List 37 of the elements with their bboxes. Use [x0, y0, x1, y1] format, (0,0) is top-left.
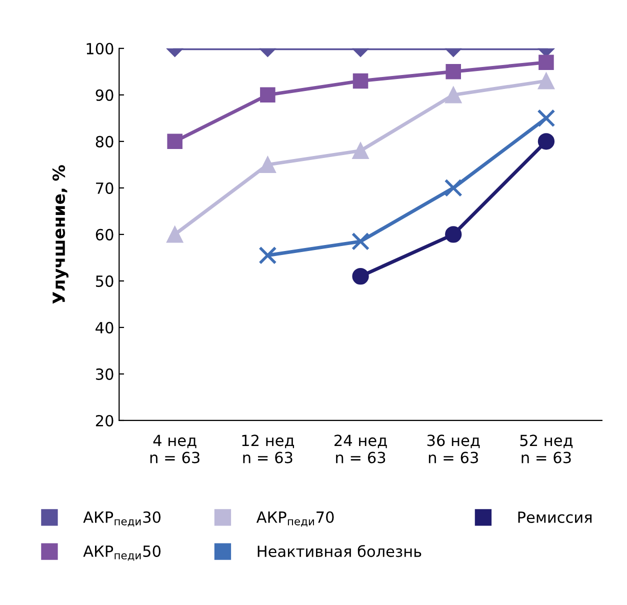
y-tick-label: 90	[96, 89, 114, 101]
point	[445, 86, 462, 104]
legend-label: Ремиссия	[518, 512, 592, 524]
y-axis-title: Улучшение, %	[52, 165, 68, 304]
legend-label: АКР$_{педи}$70	[256, 511, 334, 527]
y-tick-label: 80	[96, 136, 114, 148]
point	[352, 73, 368, 89]
point	[445, 226, 462, 243]
y-tick-label: 50	[96, 275, 114, 287]
y-tick-label: 60	[96, 228, 114, 240]
y-tick-label: 70	[96, 182, 114, 194]
point	[260, 87, 276, 103]
point	[537, 109, 556, 128]
x-tick-label: 12 нед n = 63	[242, 434, 294, 464]
x-tick-label: 36 нед n = 63	[427, 434, 480, 464]
legend-label: Неактивная болезнь	[258, 545, 422, 558]
point	[446, 64, 462, 80]
x-tick-label: 24 нед n = 63	[334, 434, 387, 464]
x-tick-label: 4 нед n = 63	[150, 434, 200, 464]
legend-label: АКР$_{педи}$30	[83, 511, 160, 527]
y-tick-label: 20	[96, 414, 114, 426]
legend-label: АКР$_{педи}$50	[83, 545, 160, 561]
x-tick-label: 52 нед n = 63	[520, 434, 573, 464]
point	[538, 54, 554, 70]
point	[258, 246, 277, 264]
y-tick-label: 40	[96, 322, 114, 334]
point	[351, 232, 370, 250]
point	[444, 178, 462, 197]
point	[167, 134, 182, 150]
point	[538, 72, 555, 90]
point	[166, 226, 184, 243]
y-tick-label: 100	[86, 42, 114, 54]
point	[352, 142, 369, 160]
point	[352, 268, 369, 285]
point	[538, 133, 555, 150]
point	[259, 156, 276, 174]
y-tick-label: 30	[96, 368, 114, 380]
